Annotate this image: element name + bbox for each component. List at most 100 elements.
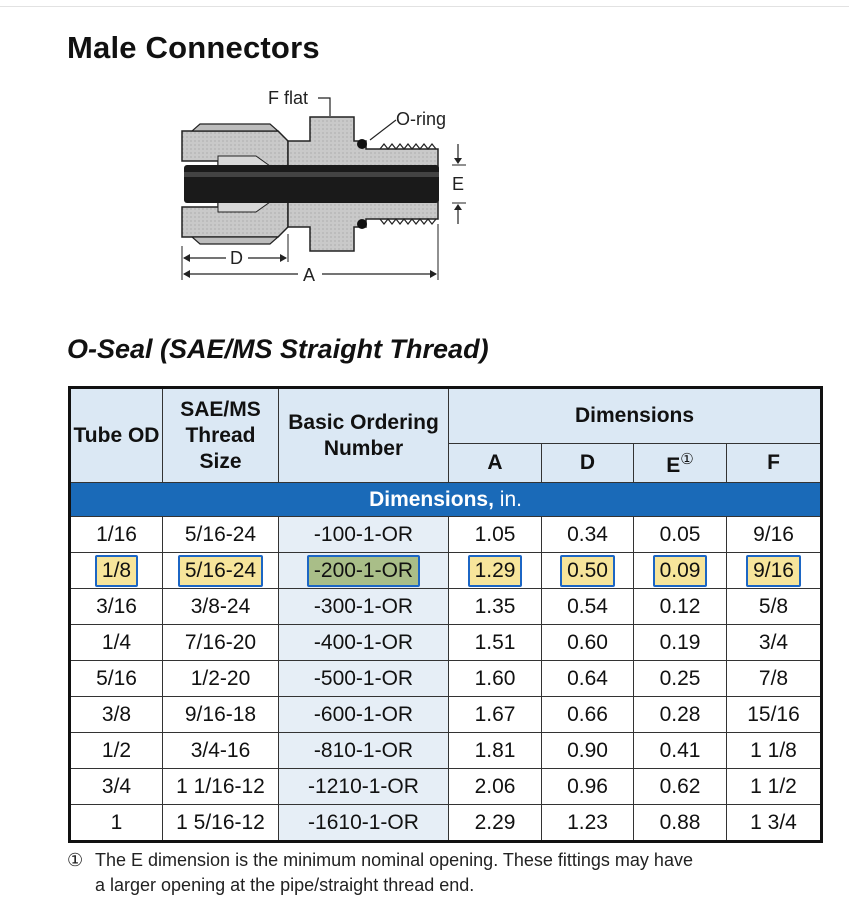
footnote: ① The E dimension is the minimum nominal …: [67, 848, 827, 898]
cell-d: 0.34: [541, 516, 634, 553]
connector-diagram: F flat O-ring E D A: [181, 88, 466, 285]
cell-thread-size: 1 1/16-12: [162, 768, 279, 805]
header-e: E①: [633, 443, 727, 483]
cell-d: 1.23: [541, 804, 634, 842]
cell-thread-size: 3/4-16: [162, 732, 279, 769]
footnote-mark: ①: [67, 850, 84, 870]
footnote-mark: ①: [680, 451, 694, 468]
header-a: A: [448, 443, 542, 483]
top-divider: [0, 6, 849, 7]
cell-e: 0.88: [633, 804, 727, 842]
units-band: Dimensions, in.: [68, 482, 823, 517]
cell-d: 0.66: [541, 696, 634, 733]
cell-tube-od: 1: [69, 804, 163, 842]
cell-d: 0.54: [541, 588, 634, 625]
highlight-box: -200-1-OR: [306, 554, 421, 587]
page-title: Male Connectors: [67, 30, 320, 65]
cell-tube-od: 3/16: [69, 588, 163, 625]
table-row: 5/16 1/2-20 -500-1-OR 1.60 0.64 0.25 7/8: [69, 660, 823, 697]
cell-e: 0.62: [633, 768, 727, 805]
header-dimensions: Dimensions: [447, 387, 823, 444]
cell-f: 15/16: [725, 696, 823, 733]
tube: [184, 165, 439, 203]
cell-ordering-number: -1210-1-OR: [278, 768, 449, 805]
cell-d: 0.60: [541, 624, 634, 661]
table-row: 3/16 3/8-24 -300-1-OR 1.35 0.54 0.12 5/8: [69, 588, 823, 625]
cell-tube-od: 3/8: [69, 696, 163, 733]
highlight-box: 0.09: [652, 554, 708, 587]
table-row: 1/4 7/16-20 -400-1-OR 1.51 0.60 0.19 3/4: [69, 624, 823, 661]
cell-a: 1.51: [448, 624, 542, 661]
cell-e: 0.12: [633, 588, 727, 625]
cell-thread-size: 5/16-24: [162, 516, 279, 553]
cell-d: 0.90: [541, 732, 634, 769]
cell-a: 1.05: [448, 516, 542, 553]
d-label: D: [230, 248, 243, 268]
cell-a: 1.60: [448, 660, 542, 697]
a-label: A: [303, 265, 315, 285]
table-row: 1/2 3/4-16 -810-1-OR 1.81 0.90 0.41 1 1/…: [69, 732, 823, 769]
cell-e: 0.05: [633, 516, 727, 553]
highlight-box: 5/16-24: [177, 554, 264, 587]
cell-e: 0.28: [633, 696, 727, 733]
cell-tube-od: 1/8: [69, 552, 163, 589]
cell-a: 1.29: [448, 552, 542, 589]
cell-e: 0.09: [633, 552, 727, 589]
cell-f: 1 1/8: [725, 732, 823, 769]
cell-tube-od: 1/4: [69, 624, 163, 661]
table-row: 1 1 5/16-12 -1610-1-OR 2.29 1.23 0.88 1 …: [69, 804, 823, 842]
cell-tube-od: 1/2: [69, 732, 163, 769]
cell-e: 0.19: [633, 624, 727, 661]
cell-thread-size: 5/16-24: [162, 552, 279, 589]
cell-f: 7/8: [725, 660, 823, 697]
section-title: O-Seal (SAE/MS Straight Thread): [67, 334, 489, 364]
cell-e: 0.41: [633, 732, 727, 769]
footnote-line-1: The E dimension is the minimum nominal o…: [95, 850, 693, 870]
cell-ordering-number: -100-1-OR: [278, 516, 449, 553]
o-ring-icon: [357, 139, 367, 149]
cell-a: 2.06: [448, 768, 542, 805]
table-row: 3/4 1 1/16-12 -1210-1-OR 2.06 0.96 0.62 …: [69, 768, 823, 805]
footnote-line-2: a larger opening at the pipe/straight th…: [95, 875, 475, 895]
cell-ordering-number: -600-1-OR: [278, 696, 449, 733]
cell-f: 9/16: [725, 516, 823, 553]
cell-f: 1 3/4: [725, 804, 823, 842]
cell-ordering-number: -500-1-OR: [278, 660, 449, 697]
highlight-box: 0.50: [560, 554, 615, 587]
cell-ordering-number: -300-1-OR: [278, 588, 449, 625]
cell-tube-od: 1/16: [69, 516, 163, 553]
cell-ordering-number: -400-1-OR: [278, 624, 449, 661]
cell-thread-size: 1/2-20: [162, 660, 279, 697]
header-d: D: [541, 443, 634, 483]
cell-f: 5/8: [725, 588, 823, 625]
cell-ordering-number: -1610-1-OR: [278, 804, 449, 842]
cell-a: 1.81: [448, 732, 542, 769]
cell-f: 9/16: [725, 552, 823, 589]
o-ring-label: O-ring: [396, 109, 446, 129]
header-thread-size: SAE/MS Thread Size: [162, 387, 279, 483]
cell-ordering-number: -810-1-OR: [278, 732, 449, 769]
cell-tube-od: 3/4: [69, 768, 163, 805]
table-row: 1/16 5/16-24 -100-1-OR 1.05 0.34 0.05 9/…: [69, 516, 823, 553]
e-label: E: [452, 174, 464, 194]
cell-thread-size: 9/16-18: [162, 696, 279, 733]
cell-ordering-number: -200-1-OR: [278, 552, 449, 589]
highlight-box: 9/16: [746, 554, 801, 587]
header-ordering-number: Basic Ordering Number: [278, 387, 449, 483]
header-tube-od: Tube OD: [69, 387, 163, 483]
f-flat-label: F flat: [268, 88, 308, 108]
cell-thread-size: 3/8-24: [162, 588, 279, 625]
cell-a: 2.29: [448, 804, 542, 842]
table-row: 3/8 9/16-18 -600-1-OR 1.67 0.66 0.28 15/…: [69, 696, 823, 733]
table-row-highlighted: 1/8 5/16-24 -200-1-OR 1.29 0.50 0.09 9/1…: [69, 552, 823, 589]
header-f: F: [725, 443, 823, 483]
highlight-box: 1.29: [467, 554, 523, 587]
cell-a: 1.35: [448, 588, 542, 625]
cell-tube-od: 5/16: [69, 660, 163, 697]
cell-f: 3/4: [725, 624, 823, 661]
cell-a: 1.67: [448, 696, 542, 733]
cell-d: 0.50: [541, 552, 634, 589]
cell-d: 0.64: [541, 660, 634, 697]
cell-d: 0.96: [541, 768, 634, 805]
cell-e: 0.25: [633, 660, 727, 697]
